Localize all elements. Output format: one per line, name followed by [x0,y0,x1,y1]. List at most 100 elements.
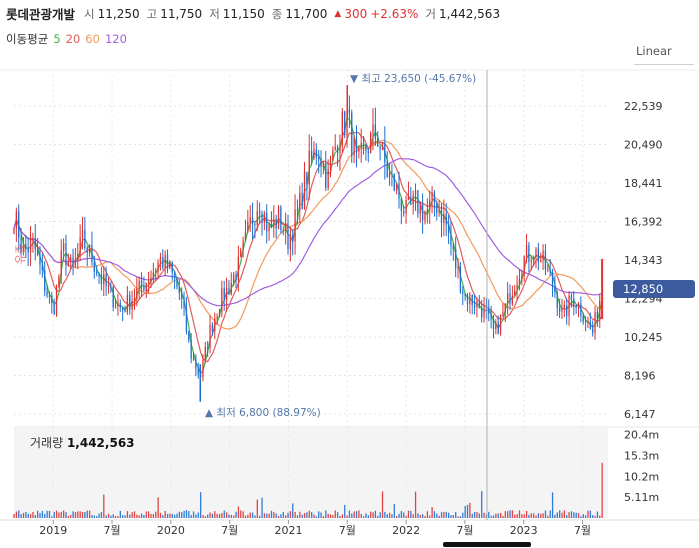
candle-body [292,234,294,242]
volume-bar [162,515,164,518]
volume-bar [70,514,72,518]
volume-bar [20,514,22,518]
candle-body [455,248,457,269]
candle-body [46,291,48,296]
candle-body [509,293,511,305]
candle-body [121,307,124,311]
candle-body [327,169,329,188]
candle-body [443,213,445,223]
volume-bar [209,512,211,518]
grid [0,69,699,521]
candle-body [197,368,199,375]
volume-bar [533,513,535,518]
volume-bar [391,514,393,518]
scale-toggle-button[interactable]: Linear [636,44,672,58]
volume-bar [447,512,450,518]
candle-body [129,294,131,310]
volume-bar [438,515,440,518]
ma-20[interactable]: 20 [65,32,81,46]
volume-bar [315,516,318,518]
candle-body [55,286,58,315]
candle-body [398,183,400,199]
volume-value: 1,442,563 [439,6,501,21]
volume-bar [360,513,362,518]
volume-bar [143,514,145,518]
min-annotation: ▲ 최저 6,800 (88.97%) [205,407,321,419]
candle-body [566,304,568,317]
volume-bar [341,514,344,518]
volume-bar [204,516,207,518]
candle-body [254,223,256,225]
low-value: 11,150 [222,6,265,21]
volume-bar [464,505,466,518]
candle-body [436,202,438,213]
candle-body [575,306,577,308]
candle-body [577,303,580,308]
volume-bar [242,511,244,518]
candle-body [22,244,25,249]
candle-body [599,300,601,319]
candle-body [275,218,277,229]
volume-bars [13,462,603,518]
candle-body [440,209,443,223]
volume-bar [450,515,452,518]
candle-body [39,254,41,266]
candle-body [131,300,133,310]
candle-body [145,282,147,292]
candle-body [105,274,107,287]
time-scrollbar[interactable] [443,542,531,547]
volume-bar [365,513,367,518]
candle-body [377,138,379,147]
volume-bar [259,515,261,518]
volume-bar [509,510,511,518]
candle-body [204,346,206,360]
candle-body [497,322,499,334]
candle-body [429,200,431,210]
volume-bar [273,512,275,518]
volume-bar [549,510,551,518]
candle-body [258,211,261,214]
volume-bar [86,510,88,518]
volume-bar [207,514,209,518]
candle-body [296,209,299,211]
volume-bar [544,510,547,518]
volume-bar [511,510,514,518]
candle-body [537,248,540,263]
volume-bar [483,512,485,518]
x-tick-label: 2019 [39,524,67,537]
volume-bar [353,511,355,518]
candle-body [367,150,369,154]
volume-bar [481,491,483,518]
ma-5[interactable]: 5 [53,32,61,46]
volume-bar [537,513,540,518]
volume-bar [582,514,584,518]
volume-bar [15,511,18,518]
volume-bar [497,513,499,518]
candle-body [15,211,18,229]
candle-body [150,277,152,283]
volume-bar [29,514,32,518]
volume-bar [169,513,171,518]
volume-bar [329,514,332,518]
volume-bar [393,504,395,518]
volume-bar [419,514,421,518]
ma-120[interactable]: 120 [104,32,127,46]
volume-bar [214,511,216,518]
candle-body [322,163,325,167]
candle-body [514,290,516,296]
volume-bar [133,511,136,518]
candle-body [421,203,424,221]
volume-bar [81,511,84,518]
candle-body [318,157,320,159]
ma-60[interactable]: 60 [85,32,100,46]
candle-body [393,173,395,191]
volume-bar [336,512,339,518]
volume-bar [443,511,445,518]
candle-body [287,223,289,250]
x-tick-label: 2020 [157,524,185,537]
volume-bar [223,510,225,518]
volume-bar [388,512,391,518]
candle-body [351,112,353,156]
volume-bar [185,510,188,518]
